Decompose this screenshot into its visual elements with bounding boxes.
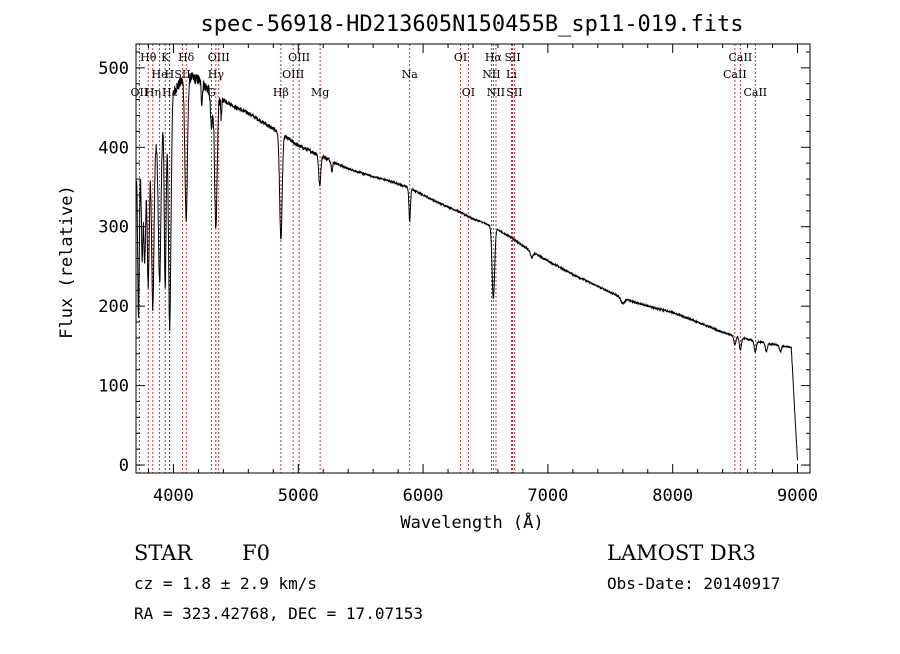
axis-tick-labels: 4000 5000 6000 7000 8000 9000 0 100 200 300 400 500 xyxy=(98,59,818,506)
line-marker-label: CaII xyxy=(729,51,753,64)
line-marker-label: Hθ xyxy=(140,51,157,64)
line-marker-label: CaII xyxy=(723,68,747,81)
axis-ticks xyxy=(136,44,810,473)
line-marker-label: OI xyxy=(454,51,467,64)
line-marker-label: Na xyxy=(402,68,419,81)
line-marker-label: G xyxy=(207,86,216,99)
x-tick-label: 6000 xyxy=(403,486,444,506)
line-marker-label: OIII xyxy=(208,51,230,64)
line-marker-label: SII xyxy=(504,51,520,64)
x-tick-label: 4000 xyxy=(153,486,194,506)
line-marker-label: Mg xyxy=(311,86,329,99)
y-tick-label: 500 xyxy=(98,59,129,79)
line-marker-label: Hγ xyxy=(208,68,225,81)
x-tick-label: 7000 xyxy=(527,486,568,506)
redshift-velocity: cz = 1.8 ± 2.9 km/s xyxy=(134,574,317,593)
y-tick-label: 200 xyxy=(98,297,129,317)
line-marker-label: Hα xyxy=(485,51,503,64)
spectrum-line xyxy=(135,72,798,461)
line-marker-label: H xyxy=(165,68,175,81)
y-axis-label: Flux (relative) xyxy=(57,185,77,339)
line-marker-label: Hβ xyxy=(273,86,289,99)
line-markers xyxy=(138,44,756,473)
x-tick-label: 5000 xyxy=(278,486,319,506)
line-marker-label: NII xyxy=(487,86,505,99)
line-marker-label: Hη xyxy=(145,86,161,99)
sky-coordinates: RA = 323.42768, DEC = 17.07153 xyxy=(134,604,423,623)
spectral-subclass: F0 xyxy=(242,541,270,565)
observation-date: Obs-Date: 20140917 xyxy=(607,574,780,593)
object-class: STAR xyxy=(134,541,193,565)
line-marker-label: SII xyxy=(506,86,522,99)
y-tick-label: 400 xyxy=(98,138,129,158)
line-marker-label: Hδ xyxy=(178,51,195,64)
line-marker-label: SII xyxy=(174,68,190,81)
y-tick-label: 300 xyxy=(98,218,129,238)
y-tick-label: 0 xyxy=(119,456,129,476)
line-marker-labels: OII Hθ Hη He KH Hε SII Hδ G OIII Hγ Hβ OIII OIII Mg Na O… xyxy=(131,51,768,99)
x-tick-label: 9000 xyxy=(777,486,818,506)
line-marker-label: Li xyxy=(506,68,517,81)
line-marker-label: CaII xyxy=(743,86,767,99)
line-marker-label: OIII xyxy=(282,68,304,81)
line-marker-label: OI xyxy=(462,86,475,99)
x-tick-label: 8000 xyxy=(652,486,693,506)
line-marker-label: K xyxy=(161,51,170,64)
line-marker-label: He xyxy=(152,68,168,81)
line-marker-label: Hε xyxy=(162,86,178,99)
x-axis-label: Wavelength (Å) xyxy=(400,511,543,533)
spectrum-layer xyxy=(135,72,798,461)
line-marker-label: OII xyxy=(131,86,149,99)
line-marker-label: OIII xyxy=(288,51,310,64)
survey-name: LAMOST DR3 xyxy=(607,541,756,565)
chart-title: spec-56918-HD213605N150455B_sp11-019.fit… xyxy=(200,12,743,37)
y-tick-label: 100 xyxy=(98,377,129,397)
line-marker-label: NII xyxy=(482,68,500,81)
